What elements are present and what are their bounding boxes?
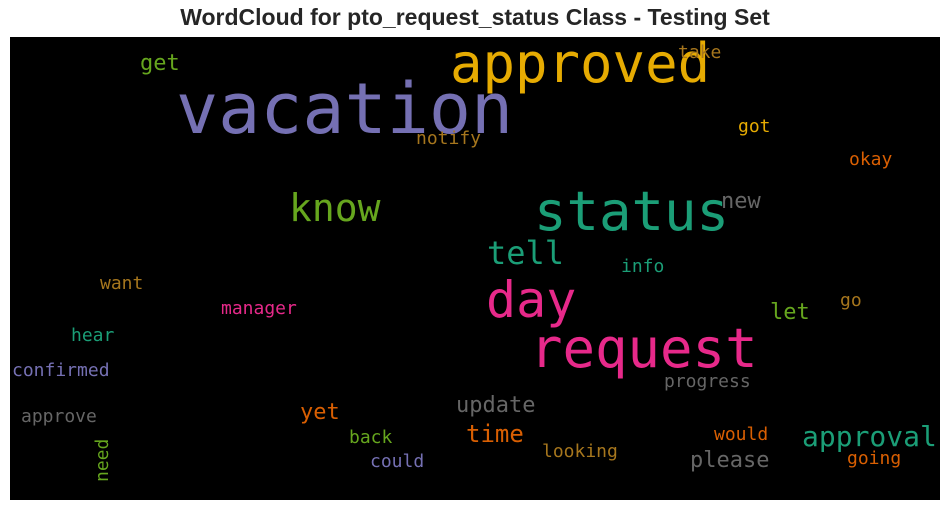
word-know: know: [289, 186, 381, 230]
word-get: get: [140, 51, 180, 76]
word-notify: notify: [416, 128, 482, 149]
word-yet: yet: [300, 400, 340, 425]
word-new: new: [721, 189, 761, 214]
word-cloud-canvas: vacation approved status request day kno…: [10, 37, 940, 500]
word-approved: approved: [450, 37, 711, 95]
word-looking: looking: [542, 441, 618, 462]
word-confirmed: confirmed: [12, 360, 110, 381]
word-could: could: [370, 451, 425, 472]
word-okay: okay: [849, 149, 893, 170]
word-manager: manager: [221, 298, 297, 319]
word-request: request: [530, 317, 758, 380]
word-approve: approve: [21, 406, 97, 427]
word-vacation: vacation: [176, 68, 514, 150]
word-please: please: [690, 448, 770, 473]
word-got: got: [738, 116, 771, 137]
chart-title: WordCloud for pto_request_status Class -…: [180, 4, 770, 30]
word-back: back: [349, 427, 393, 448]
word-update: update: [456, 393, 536, 418]
word-go: go: [840, 290, 862, 311]
word-need: need: [92, 438, 113, 482]
word-let: let: [770, 300, 810, 325]
word-approval: approval: [802, 420, 937, 453]
word-info: info: [621, 256, 665, 277]
word-progress: progress: [664, 371, 751, 392]
word-time: time: [466, 420, 524, 448]
word-want: want: [100, 273, 144, 294]
word-take: take: [678, 42, 722, 63]
word-going: going: [847, 448, 902, 469]
word-would: would: [714, 424, 769, 445]
word-hear: hear: [71, 325, 115, 346]
word-status: status: [534, 180, 730, 243]
word-tell: tell: [487, 234, 565, 272]
word-day: day: [486, 271, 577, 329]
